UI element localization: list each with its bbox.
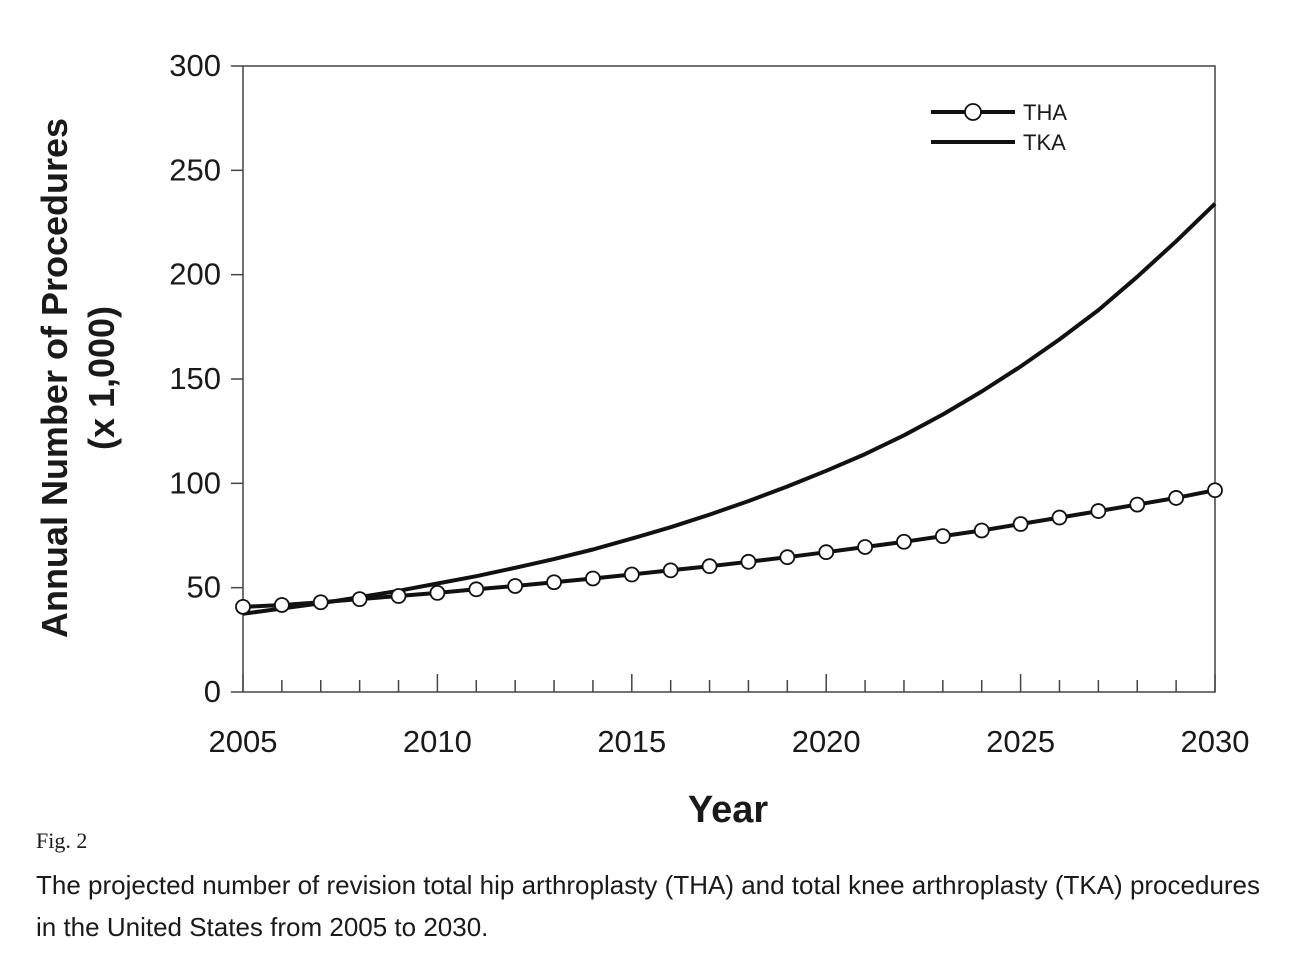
- data-point-tha: [312, 594, 329, 611]
- y-tick-label: 150: [169, 361, 221, 396]
- data-point-tha: [779, 549, 796, 566]
- series-line-tka: [242, 202, 1217, 616]
- data-point-tha: [235, 598, 251, 615]
- data-point-tha: [973, 522, 990, 539]
- data-point-tha: [273, 597, 290, 613]
- y-tick-label: 200: [169, 257, 221, 292]
- data-point-tha: [701, 558, 718, 575]
- x-tick-label: 2015: [597, 724, 666, 759]
- data-point-tha: [507, 578, 524, 594]
- x-tick-label: 2030: [1181, 724, 1250, 759]
- legend-marker-tha: [964, 103, 982, 121]
- x-axis-title: Year: [688, 789, 769, 825]
- x-tick-label: 2005: [209, 724, 278, 759]
- data-point-tha: [1207, 482, 1223, 499]
- data-point-tha: [1012, 516, 1029, 532]
- y-tick-label: 100: [169, 465, 221, 500]
- data-point-tha: [818, 544, 835, 561]
- data-point-tha: [429, 584, 446, 601]
- data-point-tha: [857, 539, 873, 555]
- data-point-tha: [662, 562, 679, 579]
- data-point-tha: [546, 574, 562, 591]
- data-point-tha: [740, 553, 757, 570]
- x-tick-label: 2010: [403, 724, 472, 759]
- data-point-tha: [896, 533, 912, 550]
- y-axis-ticks: 0 50 100 150 200 250 300: [169, 48, 243, 709]
- y-tick-label: 0: [204, 674, 221, 709]
- line-chart: 2005 2010 2015 2020 2025 2030 0 50 100 150 200 250…: [34, 48, 1250, 825]
- data-point-tha: [585, 570, 601, 587]
- series-layer: [235, 202, 1223, 616]
- data-point-tha: [1168, 490, 1185, 506]
- figure-label: Fig. 2: [36, 828, 88, 853]
- figure-caption: The projected number of revision total h…: [36, 870, 1261, 942]
- y-axis-units: (x 1,000): [81, 306, 122, 450]
- y-tick-label: 50: [187, 570, 221, 605]
- y-tick-label: 300: [169, 48, 221, 83]
- data-point-tha: [351, 591, 368, 608]
- y-tick-label: 250: [169, 152, 221, 187]
- data-point-tha: [934, 528, 951, 545]
- data-point-tha: [1051, 509, 1068, 526]
- x-tick-label: 2025: [986, 724, 1055, 759]
- x-tick-label: 2020: [792, 724, 861, 759]
- legend-label-tha: THA: [1023, 100, 1067, 125]
- data-point-tha: [623, 566, 640, 583]
- data-point-tha: [1129, 496, 1146, 513]
- chart-legend: THA TKA: [931, 100, 1067, 155]
- data-point-tha: [390, 588, 407, 604]
- legend-label-tka: TKA: [1023, 130, 1066, 155]
- y-axis-title: Annual Number of Procedures: [34, 118, 75, 638]
- data-point-tha: [1090, 503, 1107, 519]
- data-point-tha: [468, 581, 485, 598]
- x-axis-ticks: 2005 2010 2015 2020 2025 2030: [209, 674, 1250, 759]
